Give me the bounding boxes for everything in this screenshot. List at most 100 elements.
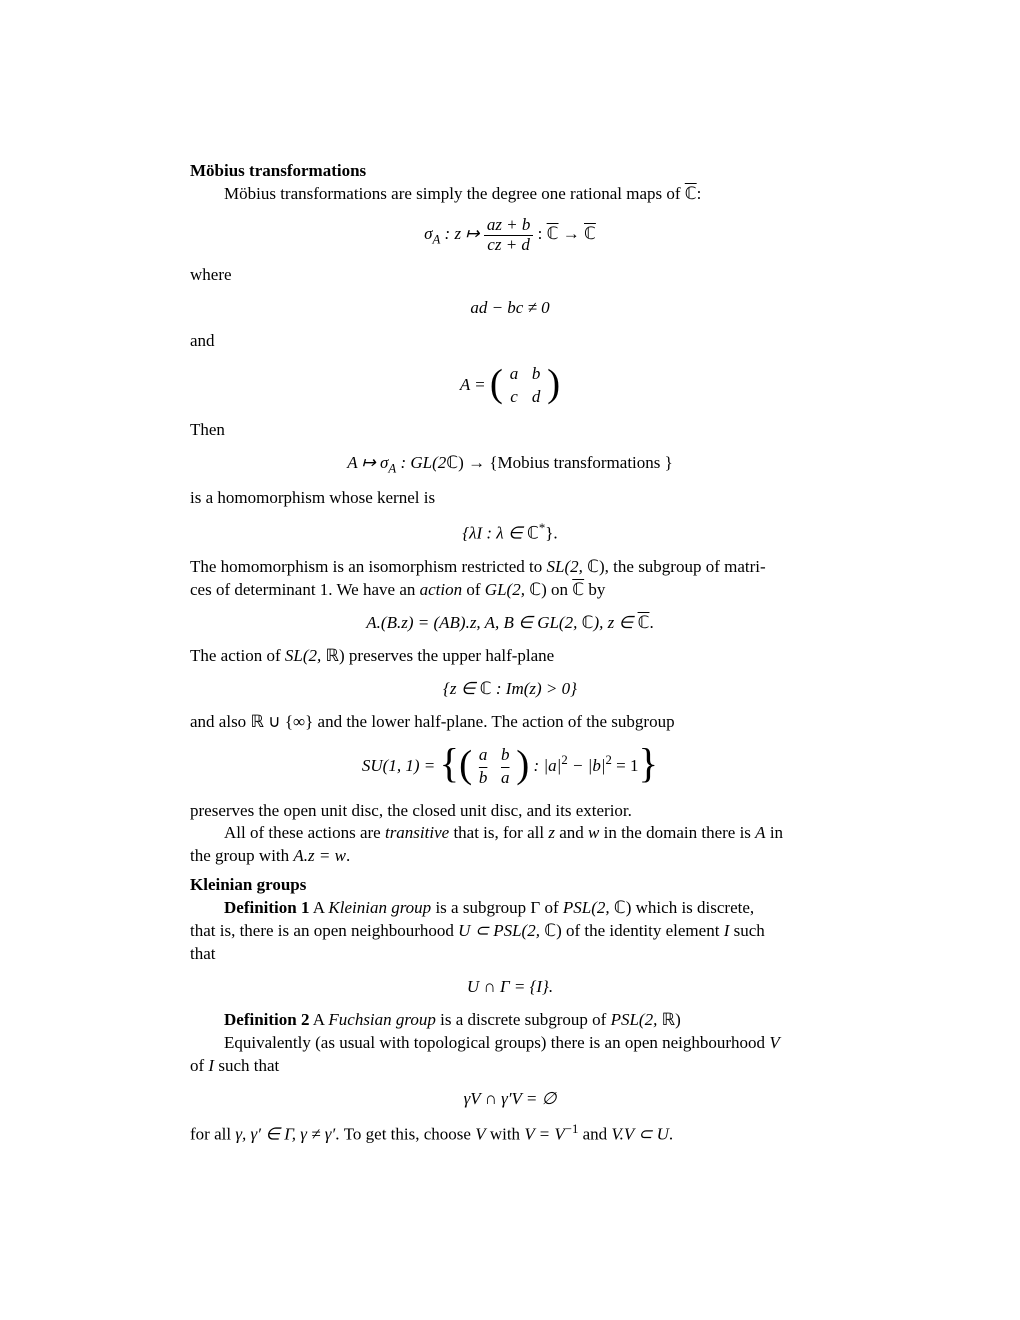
- r: : Im(z) > 0}: [492, 679, 577, 698]
- V: V: [769, 1033, 779, 1052]
- text: of: [190, 1056, 208, 1075]
- lhs: A =: [460, 375, 490, 394]
- text: of the identity element: [562, 921, 724, 940]
- lhs: A ↦ σ: [347, 453, 388, 472]
- l: {z ∈: [443, 679, 480, 698]
- pslr: ): [675, 1010, 681, 1029]
- brace-l: {: [439, 748, 459, 781]
- cbar: ℂ: [572, 580, 584, 599]
- cell-c: c: [503, 386, 525, 409]
- text: on: [547, 580, 573, 599]
- gamma: Γ: [530, 898, 540, 917]
- text: which is discrete,: [631, 898, 754, 917]
- eq-action: A.(B.z) = (AB).z, A, B ∈ GL(2, ℂ), z ∈ ℂ…: [190, 612, 830, 635]
- text: A: [309, 1010, 328, 1029]
- text: Equivalently (as usual with topological …: [224, 1033, 769, 1052]
- brace-r: }: [638, 748, 658, 781]
- text: for all: [190, 1124, 235, 1143]
- then: Then: [190, 419, 830, 442]
- mid: ), z ∈: [593, 613, 637, 632]
- kleinian: Kleinian group: [328, 898, 431, 917]
- eq-homo: A ↦ σA : GL(2ℂ) → {Mobius transformation…: [190, 452, 830, 478]
- denom: cz + d: [484, 236, 534, 255]
- preserves-disc: preserves the open unit disc, the closed…: [190, 800, 830, 823]
- w: w: [588, 823, 599, 842]
- transitive-cont: the group with A.z = w.: [190, 845, 830, 868]
- text: All of these actions are: [224, 823, 385, 842]
- mid: : GL(2: [396, 453, 446, 472]
- def1-para: Definition 1 A Kleinian group is a subgr…: [190, 897, 830, 920]
- text: .: [346, 846, 350, 865]
- text: The action of: [190, 646, 285, 665]
- text: in: [766, 823, 783, 842]
- gg: γ, γ′ ∈ Γ, γ ≠ γ′: [235, 1124, 335, 1143]
- equiv-cont: of I such that: [190, 1055, 830, 1078]
- paren-r: ): [547, 367, 560, 400]
- exp: −1: [565, 1122, 579, 1136]
- eq-su11: SU(1, 1) = {(abba) : |a|2 − |b|2 = 1}: [190, 744, 830, 790]
- paren-l: (: [490, 367, 503, 400]
- text: that is, there is an open neighbourhood: [190, 921, 458, 940]
- c: ℂ: [480, 679, 492, 698]
- rhs: ) → {Mobius transformations }: [458, 453, 673, 472]
- fuchsian: Fuchsian group: [328, 1010, 436, 1029]
- cell-d: d: [525, 386, 547, 409]
- def1-that: that: [190, 943, 830, 966]
- text: such that: [214, 1056, 279, 1075]
- c: ℂ: [527, 524, 539, 543]
- vvu: V.V ⊂ U: [611, 1124, 669, 1143]
- eq-upper-half: {z ∈ ℂ : Im(z) > 0}: [190, 678, 830, 701]
- text: that is, for all: [449, 823, 548, 842]
- cell-bb: b: [472, 767, 494, 790]
- text: . To get this, choose: [335, 1124, 475, 1143]
- eq-kernel: {λI : λ ∈ ℂ*}.: [190, 520, 830, 546]
- paren-r: ): [516, 748, 529, 781]
- r: ℝ: [326, 646, 339, 665]
- arrow: →: [559, 224, 585, 243]
- r: ℝ: [250, 712, 263, 731]
- z: z: [548, 823, 555, 842]
- cell-b: b: [494, 744, 516, 767]
- text: is a subgroup: [431, 898, 530, 917]
- cell-a: a: [503, 363, 525, 386]
- r: }.: [545, 524, 557, 543]
- text: of: [462, 580, 485, 599]
- cbar: ℂ: [547, 224, 559, 243]
- sl: SL(2,: [547, 557, 588, 576]
- numer: az + b: [484, 216, 534, 236]
- text: with: [486, 1124, 525, 1143]
- matrix: abcd: [503, 363, 547, 409]
- psl: PSL(2,: [563, 898, 614, 917]
- A: A: [755, 823, 765, 842]
- transitive-para: All of these actions are transitive that…: [190, 822, 830, 845]
- colon: :: [533, 224, 546, 243]
- text: .: [669, 1124, 673, 1143]
- where: where: [190, 264, 830, 287]
- text: of: [540, 898, 563, 917]
- text: , the subgroup of matri-: [605, 557, 766, 576]
- def1-cont: that is, there is an open neighbourhood …: [190, 920, 830, 943]
- eq-gammav: γV ∩ γ′V = ∅: [190, 1088, 830, 1111]
- eq: A.z = w: [293, 846, 346, 865]
- iso-para: The homomorphism is an isomorphism restr…: [190, 556, 830, 602]
- text: ∪ {∞} and the lower half-plane. The acti…: [264, 712, 675, 731]
- section-mobius-title: Möbius transformations: [190, 160, 830, 183]
- c: ℂ: [544, 921, 556, 940]
- text: and: [578, 1124, 611, 1143]
- def2-para: Definition 2 A Fuchsian group is a discr…: [190, 1009, 830, 1032]
- transitive: transitive: [385, 823, 449, 842]
- and: and: [190, 330, 830, 353]
- last-para: for all γ, γ′ ∈ Γ, γ ≠ γ′. To get this, …: [190, 1121, 830, 1147]
- text: is a discrete subgroup of: [436, 1010, 611, 1029]
- def1: Definition 1: [224, 898, 309, 917]
- page: Möbius transformations Möbius transforma…: [0, 0, 1020, 1320]
- map: : z ↦: [440, 224, 484, 243]
- psl: PSL(2,: [611, 1010, 662, 1029]
- cbar: ℂ: [638, 613, 650, 632]
- eq-det: ad − bc ≠ 0: [190, 297, 830, 320]
- c: ℂ: [614, 898, 626, 917]
- eq-ugi: U ∩ Γ = {I}.: [190, 976, 830, 999]
- c: ℂ: [587, 557, 599, 576]
- cell-b: b: [525, 363, 547, 386]
- c: ℂ: [529, 580, 541, 599]
